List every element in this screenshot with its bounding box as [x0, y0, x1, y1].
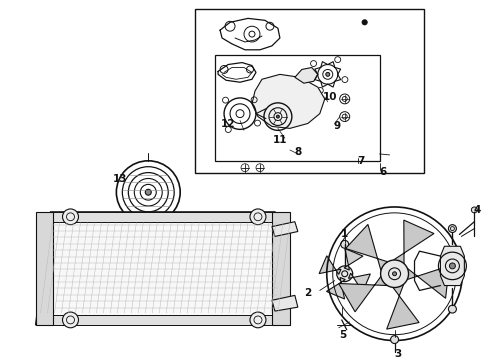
Text: 10: 10 [322, 92, 337, 102]
Polygon shape [404, 266, 449, 298]
Text: 13: 13 [113, 175, 127, 184]
Polygon shape [339, 274, 388, 312]
Polygon shape [272, 295, 298, 311]
Polygon shape [387, 284, 419, 329]
Circle shape [449, 263, 455, 269]
Circle shape [381, 260, 409, 288]
Text: 5: 5 [339, 330, 346, 340]
Polygon shape [295, 67, 318, 83]
Text: 9: 9 [333, 121, 340, 131]
Polygon shape [344, 248, 363, 270]
Polygon shape [326, 278, 345, 299]
Bar [215, 55, 380, 161]
Circle shape [337, 266, 353, 282]
Polygon shape [441, 246, 465, 285]
Circle shape [341, 240, 349, 248]
Text: 7: 7 [357, 156, 365, 166]
Bar [195, 9, 424, 172]
Text: 6: 6 [379, 167, 386, 177]
Circle shape [145, 189, 151, 195]
Circle shape [63, 312, 78, 328]
Polygon shape [252, 75, 325, 129]
Text: 4: 4 [474, 205, 481, 215]
Text: 12: 12 [221, 120, 235, 130]
Circle shape [448, 305, 456, 313]
Circle shape [250, 209, 266, 225]
Text: 2: 2 [304, 288, 312, 298]
Polygon shape [272, 222, 298, 237]
Polygon shape [36, 212, 52, 325]
Circle shape [326, 72, 330, 76]
Text: 8: 8 [294, 147, 301, 157]
Polygon shape [393, 220, 434, 266]
Text: 11: 11 [272, 135, 287, 145]
Polygon shape [345, 224, 391, 271]
Text: 1: 1 [341, 229, 348, 239]
Circle shape [391, 336, 398, 343]
Circle shape [392, 272, 396, 276]
Polygon shape [272, 212, 290, 325]
Polygon shape [348, 273, 370, 292]
Polygon shape [36, 315, 290, 325]
Circle shape [362, 20, 367, 25]
Circle shape [471, 207, 477, 213]
Polygon shape [319, 256, 341, 274]
Circle shape [276, 115, 279, 118]
Polygon shape [50, 212, 275, 222]
Text: 3: 3 [394, 349, 401, 359]
Circle shape [250, 312, 266, 328]
Circle shape [448, 225, 456, 233]
Polygon shape [36, 212, 290, 325]
Circle shape [63, 209, 78, 225]
